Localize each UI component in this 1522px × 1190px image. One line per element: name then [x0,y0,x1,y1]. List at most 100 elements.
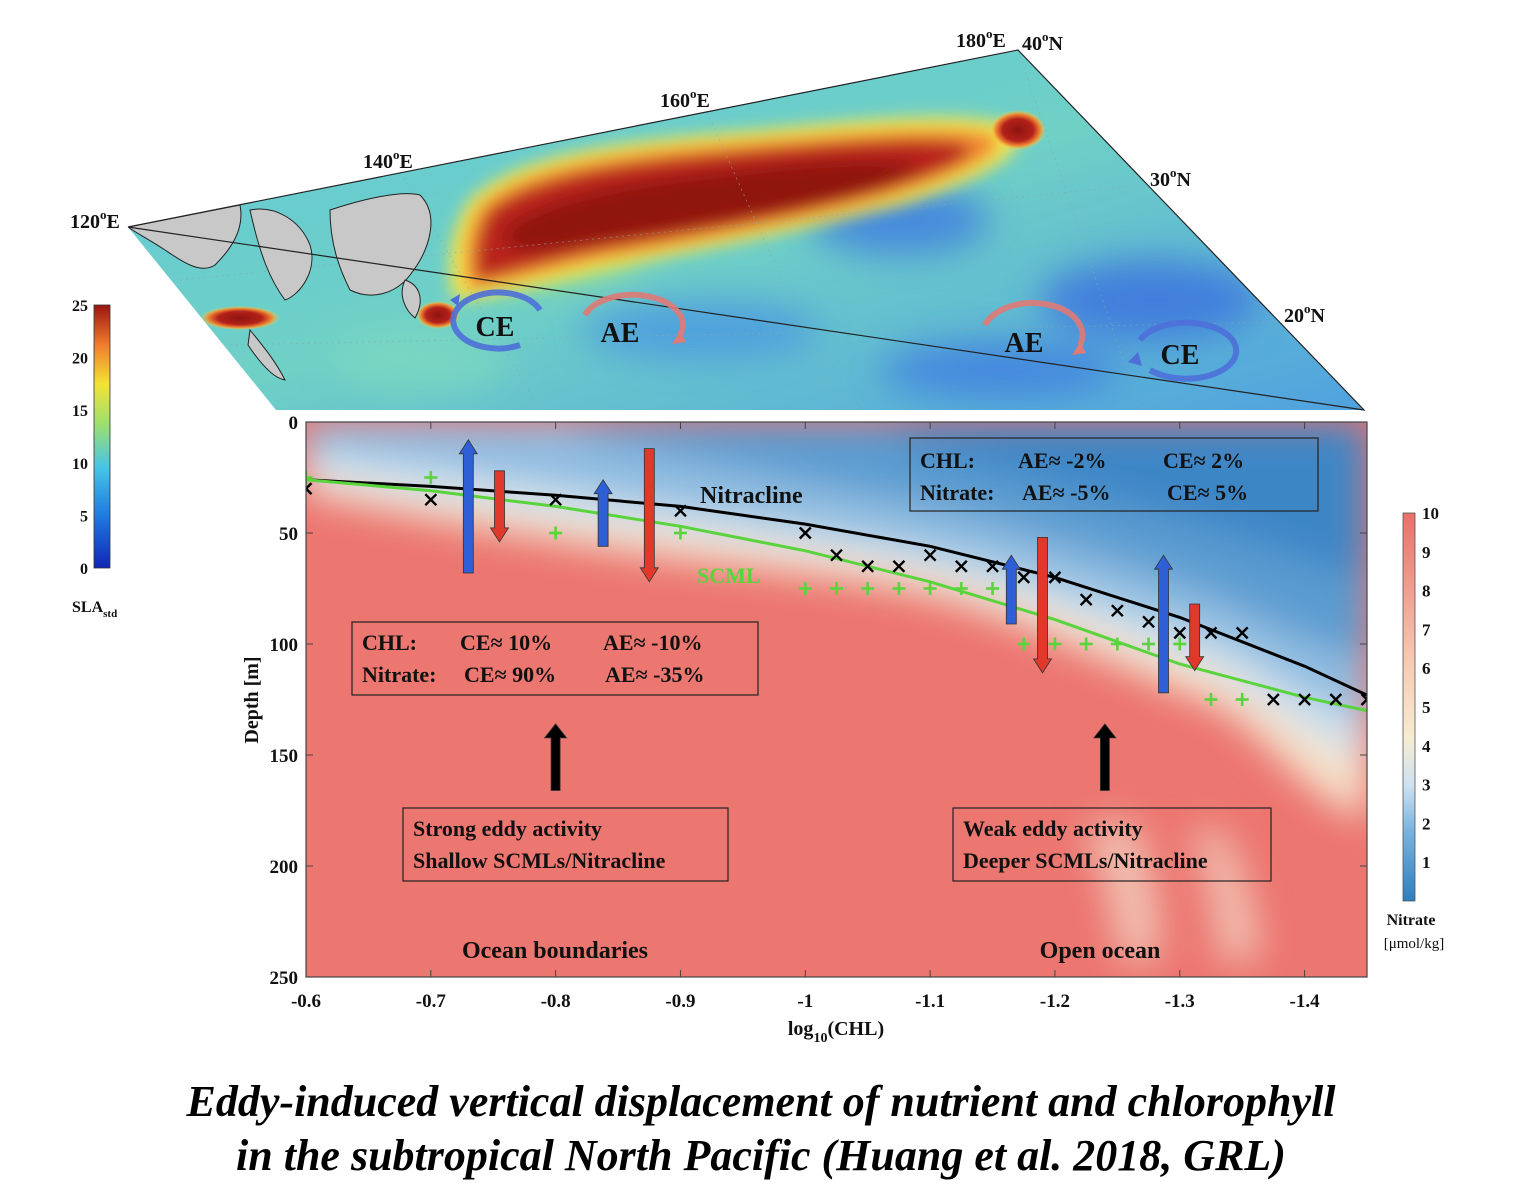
scml-marker [549,526,563,540]
nitracline-marker [986,559,999,573]
sla-colorbar: 25 20 15 10 5 0 SLAstd [72,298,117,620]
scml-marker [954,582,968,595]
lat-label: 30oN [1150,165,1192,191]
sla-colorbar-tick: 5 [80,508,88,525]
nitrate-colorbar-label: Nitrate [1387,912,1436,929]
right-note-box: Weak eddy activity Deeper SCMLs/Nitracli… [952,807,1272,882]
nitrate-colorbar-tick: 9 [1422,543,1431,562]
y-tick-label: 200 [270,857,299,878]
eddy-ce-right: CE [1128,319,1240,382]
nitracline-marker [798,526,812,540]
scml-marker [923,582,937,595]
sla-colorbar-tick: 25 [72,298,88,315]
nitracline-marker [1235,626,1249,640]
note-line: Shallow SCMLs/Nitracline [413,848,666,873]
y-tick-label: 50 [279,524,298,545]
arrow-up [1153,554,1174,694]
nitracline-marker [1360,693,1367,706]
land-taiwan [247,328,286,381]
scml-marker [1235,693,1249,706]
eddy-ce-left: CE [450,289,543,352]
nitrate-colorbar-tick: 8 [1422,582,1431,601]
note-line: Deeper SCMLs/Nitracline [963,848,1208,873]
x-tick-label: -1.3 [1165,991,1195,1012]
nitrate-colorbar-tick: 1 [1422,853,1431,872]
lat-label: 40oN [1022,29,1064,55]
figure-caption: Eddy-induced vertical displacement of nu… [0,1075,1522,1183]
open-ocean-label: Open ocean [1040,938,1161,964]
scml-marker [830,582,843,595]
arrow-up [1001,554,1022,625]
x-tick-label: -1.4 [1290,991,1321,1012]
scml-marker [1142,637,1156,651]
nitracline-marker [923,548,937,562]
nitracline-marker [424,493,438,507]
nitracline-marker [1079,593,1093,606]
sla-colorbar-tick: 15 [72,403,88,420]
nitracline-marker [1329,693,1343,706]
nitracline-marker [1048,571,1062,584]
nitrate-colorbar-tick: 6 [1422,659,1431,678]
nitracline-marker [1111,604,1124,618]
lon-label: 180oE [956,26,1006,52]
eddy-ae-right: AE [982,300,1086,359]
x-tick-label: -0.9 [665,991,695,1012]
stats-row: CHL: CE≈ 10% AE≈ -10% [362,630,702,655]
stats-row: Nitrate: AE≈ -5% CE≈ 5% [920,480,1248,505]
x-tick-label: -0.8 [541,991,571,1012]
nitracline-marker [1298,693,1311,706]
x-tick-label: -0.7 [416,991,447,1012]
eddy-label: CE [476,312,515,343]
scml-marker [986,582,1000,595]
land-china [128,204,242,269]
eddy-symbols: CE AE AE CE [450,289,1240,382]
arrow-down [639,448,660,583]
eddy-label: AE [601,318,640,349]
arrow-up [458,439,479,574]
y-tick-label: 100 [270,635,299,656]
stats-row: CHL: AE≈ -2% CE≈ 2% [920,448,1244,473]
scml-marker [306,471,313,484]
y-tick-label: 150 [270,746,299,767]
scml-marker [424,471,438,484]
nitracline-marker [674,504,687,518]
nitrate-colorbar-tick: 2 [1422,814,1431,833]
arrow-up [1093,723,1117,791]
sla-colorbar-tick: 0 [80,561,88,578]
x-tick-label: -1.1 [915,991,945,1012]
scml-marker [1079,637,1093,651]
x-tick-label: -1.2 [1040,991,1070,1012]
note-line: Weak eddy activity [963,816,1143,841]
arrow-up [593,478,613,547]
scml-marker [1017,637,1031,651]
nitrate-colorbar: 10 9 8 7 6 5 4 3 2 1 Nitrate [μmol/kg] [1384,504,1445,952]
arrow-down [489,470,510,543]
caption-line: in the subtropical North Pacific (Huang … [236,1131,1286,1180]
scml-label: SCML [697,563,761,588]
nitrate-colorbar-tick: 4 [1422,737,1431,756]
scml-marker [861,582,875,595]
nitrate-colorbar-tick: 3 [1422,776,1431,795]
nitracline-marker [830,548,843,562]
left-stats-box: CHL: CE≈ 10% AE≈ -10% Nitrate: CE≈ 90% AE≈ -… [351,621,759,696]
nitracline-marker [306,482,313,495]
eddy-label: AE [1005,328,1044,359]
scml-marker [673,526,687,540]
land-japan [329,193,432,296]
scml-marker [1048,637,1062,651]
y-axis-label: Depth [m] [241,656,263,743]
arrow-up [543,723,568,791]
lon-label: 160oE [660,86,710,112]
nitracline-marker [1267,693,1280,706]
sla-colorbar-tick: 20 [72,351,88,368]
caption-line: Eddy-induced vertical displacement of nu… [186,1077,1336,1126]
nitracline-label: Nitracline [700,483,803,509]
nitracline-marker [892,559,906,573]
note-line: Strong eddy activity [413,816,602,841]
scml-marker [1110,637,1124,651]
nitrate-colorbar-tick: 10 [1422,504,1439,523]
x-tick-label: -0.6 [291,991,321,1012]
nitracline-marker [1017,571,1031,584]
map-axis-labels: 120oE 140oE 160oE 180oE 40oN 30oN 20oN [70,26,1326,327]
